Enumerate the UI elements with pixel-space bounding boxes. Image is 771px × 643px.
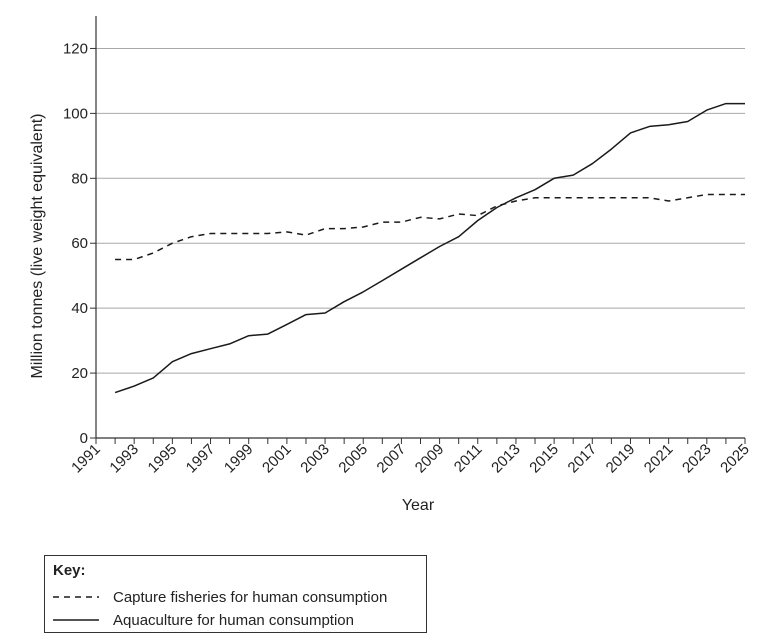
x-tick-label: 2005 [335,441,371,477]
x-tick-label: 2003 [297,441,333,477]
x-tick-label: 1991 [68,441,104,477]
y-axis-title: Million tonnes (live weight equivalent) [29,113,46,378]
x-tick-label: 2001 [259,441,295,477]
x-tick-label: 2017 [565,441,601,477]
x-tick-label: 2023 [679,441,715,477]
x-tick-label: 2013 [488,441,524,477]
x-tick-label: 1997 [183,441,219,477]
legend-item-aquaculture: Aquaculture for human consumption [53,610,354,630]
x-tick-label: 1995 [145,441,181,477]
x-tick-labels: 1991 1993 1995 1997 1999 2001 2003 2005 2007 2009… [68,438,753,476]
x-axis-title: Year [402,497,435,514]
y-tick-label: 100 [63,105,88,122]
series [114,102,745,394]
y-tick-label: 60 [71,235,88,252]
x-tick-label: 2009 [412,441,448,477]
legend-item-capture: Capture fisheries for human consumption [53,587,387,607]
x-tick-label: 2025 [717,441,753,477]
x-tick-label: 2019 [603,441,639,477]
y-tick-label: 40 [71,300,88,317]
legend: Key: Capture fisheries for human consump… [44,555,427,633]
x-tick-label: 2011 [451,441,486,476]
y-tick-labels: 0 20 40 60 80 100 120 [63,40,96,447]
axes [95,16,745,439]
line-chart: 0 20 40 60 80 100 120 1991 1993 1995 1997 1999 2001… [29,16,753,514]
y-tick-label: 120 [63,40,88,57]
y-tick-label: 20 [71,365,88,382]
legend-label-capture: Capture fisheries for human consumption [113,588,388,606]
gridlines [96,47,745,374]
solid-line-swatch [53,619,99,621]
dashed-line-swatch [53,596,99,598]
x-tick-label: 1999 [221,441,257,477]
x-tick-label: 2007 [374,441,410,477]
x-tick-label: 1993 [106,441,142,477]
series-line-aquaculture [114,102,745,394]
legend-title: Key: [53,562,86,579]
x-tick-label: 2021 [641,441,677,477]
series-line-capture-fisheries [115,193,745,261]
y-tick-label: 80 [71,170,88,187]
y-tick-label: 0 [80,430,88,447]
x-tick-label: 2015 [526,441,562,477]
legend-label-aquaculture: Aquaculture for human consumption [113,611,354,629]
